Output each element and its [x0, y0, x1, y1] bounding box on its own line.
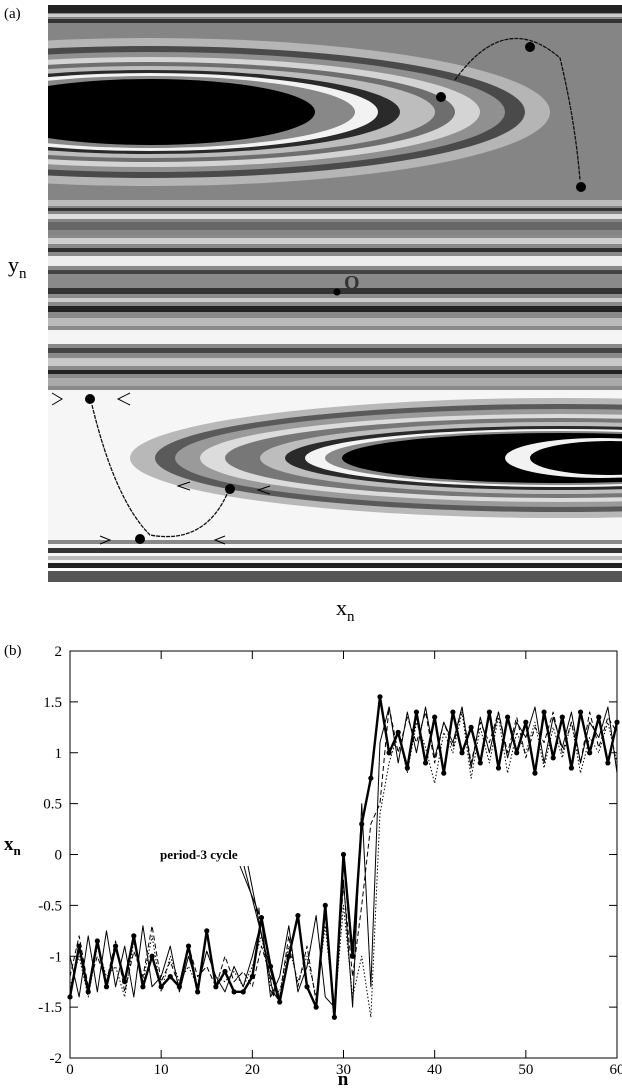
x-tick-label: 50 — [518, 1062, 533, 1078]
x-tick-label: 40 — [427, 1062, 442, 1078]
data-point — [514, 750, 520, 756]
data-point — [167, 974, 173, 980]
data-point — [122, 979, 128, 985]
y-tick-label: 1 — [55, 746, 63, 762]
data-point — [249, 974, 255, 980]
data-point — [450, 709, 456, 715]
y-axis-label: xn — [4, 834, 22, 858]
data-point — [231, 989, 237, 995]
data-point — [468, 724, 474, 730]
data-point — [103, 984, 110, 990]
data-point — [350, 953, 356, 959]
data-point — [76, 943, 82, 949]
data-point — [359, 821, 365, 827]
y-label-sub: n — [14, 843, 22, 858]
x-tick-label: 0 — [66, 1062, 74, 1078]
y-tick-label: 1.5 — [43, 695, 62, 711]
data-point — [176, 984, 182, 990]
data-point — [304, 984, 310, 990]
data-point — [185, 943, 192, 949]
data-point — [313, 1004, 319, 1010]
data-point — [505, 714, 511, 720]
panel-label: (a) — [4, 6, 21, 22]
data-point — [605, 760, 611, 766]
data-point — [195, 989, 201, 995]
data-point — [240, 989, 246, 995]
data-point — [413, 709, 420, 715]
y-tick-label: 2 — [55, 644, 63, 660]
y-tick-label: 0 — [55, 848, 63, 864]
data-point — [286, 953, 292, 959]
data-point — [149, 953, 155, 959]
y-tick-label: -0.5 — [38, 898, 62, 914]
data-point — [577, 709, 584, 715]
series-line — [69, 711, 618, 1018]
data-point — [495, 765, 502, 771]
data-point — [277, 999, 283, 1005]
y-label-main: x — [4, 834, 14, 855]
data-point — [295, 912, 301, 919]
data-point — [587, 750, 593, 756]
data-point — [486, 709, 492, 715]
x-label-main: x — [336, 595, 347, 620]
x-label-sub: n — [347, 609, 355, 625]
data-point — [550, 755, 556, 761]
annotation: period-3 cycle — [160, 847, 238, 862]
data-point — [158, 984, 164, 990]
data-point — [377, 694, 383, 700]
data-point — [386, 750, 392, 756]
data-point — [459, 750, 465, 756]
data-point — [112, 943, 119, 949]
series-line — [69, 706, 618, 1008]
data-point — [258, 914, 265, 921]
data-point — [213, 984, 219, 990]
data-point — [532, 770, 538, 776]
annotation-arrowhead — [269, 989, 275, 997]
data-point — [596, 714, 602, 720]
x-tick-label: 10 — [154, 1062, 169, 1078]
data-point — [85, 989, 91, 995]
x-tick-label: 60 — [610, 1062, 622, 1078]
data-point — [322, 902, 328, 908]
data-point — [422, 760, 429, 766]
data-point — [222, 968, 228, 975]
x-axis-label: xn — [336, 595, 355, 625]
data-point — [432, 714, 438, 720]
data-point — [541, 709, 547, 715]
data-point — [477, 760, 483, 766]
y-label-sub: n — [19, 266, 27, 282]
data-point — [559, 714, 565, 720]
y-axis-label: yn — [8, 252, 27, 282]
data-point — [340, 851, 347, 858]
data-point — [94, 938, 100, 944]
x-tick-label: 20 — [245, 1062, 260, 1078]
data-point — [568, 765, 575, 771]
y-tick-label: 0.5 — [43, 797, 62, 813]
data-point — [204, 928, 210, 934]
x-axis-label: n — [338, 1069, 349, 1089]
y-tick-label: -1.5 — [38, 1000, 62, 1016]
y-label-main: y — [8, 252, 19, 277]
data-point — [131, 933, 137, 939]
x-tick-label: 30 — [336, 1062, 351, 1078]
data-point — [368, 775, 374, 781]
point-label: O — [344, 272, 360, 294]
data-point — [441, 770, 447, 776]
y-tick-label: -2 — [50, 1051, 63, 1067]
annotation-arrow — [247, 865, 275, 997]
data-point — [140, 984, 146, 990]
data-point — [523, 719, 529, 725]
y-tick-label: -1 — [50, 949, 63, 965]
data-point — [67, 994, 73, 1000]
data-point — [395, 729, 401, 736]
data-point — [614, 719, 620, 725]
data-point — [404, 765, 410, 771]
annotation-arrowhead — [273, 992, 279, 1000]
basin-image — [48, 5, 622, 582]
data-point — [331, 1014, 337, 1020]
panel-label: (b) — [4, 643, 22, 659]
